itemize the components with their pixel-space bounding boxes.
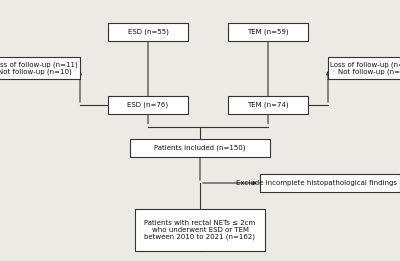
Text: ESD (n=55): ESD (n=55)	[128, 29, 168, 35]
Bar	[130, 139, 270, 157]
Bar	[135, 209, 265, 251]
Bar	[108, 23, 188, 41]
Text: TEM (n=59): TEM (n=59)	[247, 29, 289, 35]
Bar	[0, 57, 80, 79]
Bar	[108, 96, 188, 114]
Text: Loss of follow-up (n=14)
Not follow-up (n=1): Loss of follow-up (n=14) Not follow-up (…	[330, 61, 400, 75]
Text: ESD (n=76): ESD (n=76)	[128, 102, 168, 108]
Text: Exclude incomplete histopathological findings (n=12): Exclude incomplete histopathological fin…	[236, 180, 400, 186]
Bar	[228, 23, 308, 41]
Bar	[228, 96, 308, 114]
Text: Patients included (n=150): Patients included (n=150)	[154, 145, 246, 151]
Bar	[260, 174, 400, 192]
Text: TEM (n=74): TEM (n=74)	[247, 102, 289, 108]
Text: Loss of follow-up (n=11)
Not follow-up (n=10): Loss of follow-up (n=11) Not follow-up (…	[0, 61, 78, 75]
Text: Patients with rectal NETs ≤ 2cm
who underwent ESD or TEM
between 2010 to 2021 (n: Patients with rectal NETs ≤ 2cm who unde…	[144, 220, 256, 240]
Bar	[328, 57, 400, 79]
